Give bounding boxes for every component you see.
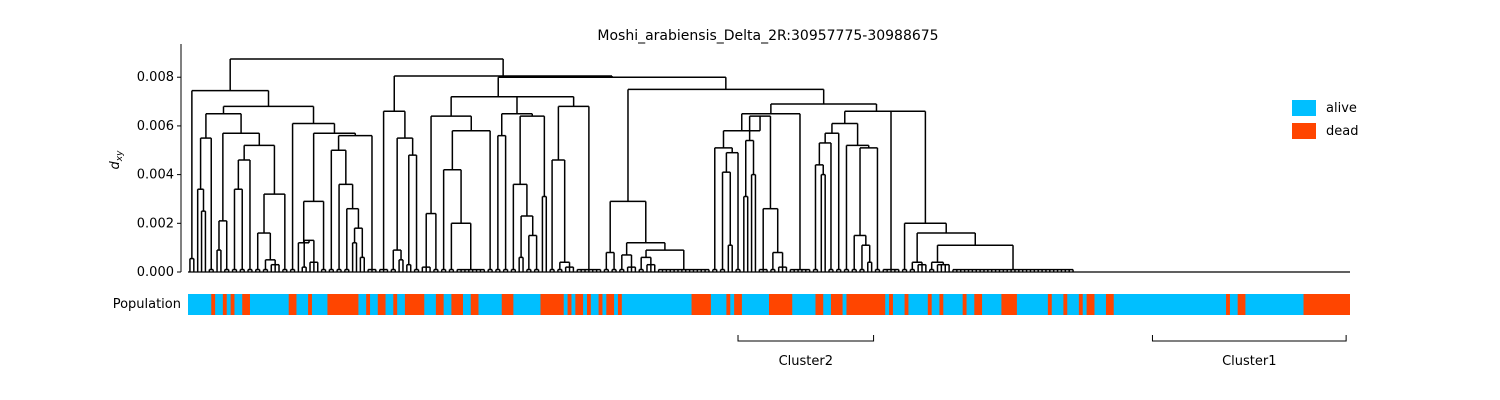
- legend-label: dead: [1326, 124, 1358, 139]
- population-bar-dead-segment: [377, 294, 386, 315]
- population-bar-dead-segment: [366, 294, 371, 315]
- population-bar-dead-segment: [904, 294, 909, 315]
- y-axis-label-main: d: [108, 160, 123, 169]
- cluster-label: Cluster1: [1222, 354, 1276, 369]
- population-bar-dead-segment: [308, 294, 312, 315]
- population-bar-dead-segment: [1237, 294, 1242, 315]
- legend-label: alive: [1326, 101, 1357, 116]
- population-bar-dead-segment: [230, 294, 235, 315]
- population-bar-dead-segment: [769, 294, 793, 315]
- y-tick-label: 0.008: [137, 70, 174, 85]
- population-bar-dead-segment: [404, 294, 425, 315]
- population-bar-dead-segment: [211, 294, 216, 315]
- population-bar-dead-segment: [1226, 294, 1230, 315]
- y-axis-label-sub: xy: [115, 150, 125, 162]
- population-bar-dead-segment: [242, 294, 250, 315]
- y-tick-label: 0.006: [137, 119, 174, 134]
- cluster-label: Cluster2: [779, 354, 833, 369]
- population-bar-dead-segment: [1090, 294, 1095, 315]
- cluster-bracket: [1151, 335, 1347, 342]
- cluster-annotations: Cluster2 Cluster1: [737, 335, 1347, 369]
- dendrogram-tree: [188, 58, 1350, 273]
- population-bar-dead-segment: [501, 294, 514, 315]
- population-bar-dead-segment: [435, 294, 444, 315]
- population-bar-dead-segment: [939, 294, 944, 315]
- legend-swatch-dead: [1292, 123, 1316, 139]
- y-tick-label: 0.002: [137, 216, 174, 231]
- population-bar-dead-segment: [393, 294, 398, 315]
- y-axis: 0.000 0.002 0.004 0.006 0.008: [137, 44, 182, 280]
- population-bar-dead-segment: [974, 294, 983, 315]
- population-bar-dead-segment: [1303, 294, 1350, 315]
- population-bar-dead-segment: [815, 294, 824, 315]
- legend: alive dead: [1292, 100, 1358, 139]
- population-bar-dead-segment: [288, 294, 297, 315]
- population-bar-dead-segment: [606, 294, 615, 315]
- population-bar-dead-segment: [222, 294, 227, 315]
- population-bar-dead-segment: [567, 294, 572, 315]
- population-bar-dead-segment: [451, 294, 464, 315]
- population-bar: [188, 294, 1350, 315]
- population-bar-dead-segment: [691, 294, 711, 315]
- population-bar-dead-segment: [470, 294, 479, 315]
- legend-swatch-alive: [1292, 100, 1316, 116]
- population-bar-dead-segment: [327, 294, 359, 315]
- population-bar-dead-segment: [540, 294, 564, 315]
- population-bar-dead-segment: [1078, 294, 1083, 315]
- y-tick-label: 0.004: [137, 168, 174, 183]
- population-bar-dead-segment: [1241, 294, 1246, 315]
- y-axis-label: dxy: [108, 150, 125, 170]
- population-bar-dead-segment: [734, 294, 742, 315]
- population-bar-dead-segment: [617, 294, 622, 315]
- population-bar-dead-segment: [1105, 294, 1114, 315]
- population-bar-dead-segment: [598, 294, 603, 315]
- population-bar-dead-segment: [889, 294, 893, 315]
- population-bar-dead-segment: [575, 294, 584, 315]
- population-bar-dead-segment: [1086, 294, 1095, 315]
- population-bar-dead-segment: [1063, 294, 1068, 315]
- population-bar-dead-segment: [927, 294, 932, 315]
- cluster-bracket: [737, 335, 875, 342]
- population-bar-dead-segment: [586, 294, 591, 315]
- y-tick-label: 0.000: [137, 265, 174, 280]
- population-label: Population: [113, 297, 181, 312]
- population-bar-dead-segment: [726, 294, 731, 315]
- population-bar-dead-segment: [830, 294, 843, 315]
- population-bar-dead-segment: [962, 294, 967, 315]
- svg-text:dxy: dxy: [108, 150, 125, 170]
- population-bar-dead-segment: [1001, 294, 1017, 315]
- population-bar-dead-segment: [1047, 294, 1052, 315]
- population-bar-dead-segment: [846, 294, 886, 315]
- chart-title: Moshi_arabiensis_Delta_2R:30957775-30988…: [597, 28, 938, 44]
